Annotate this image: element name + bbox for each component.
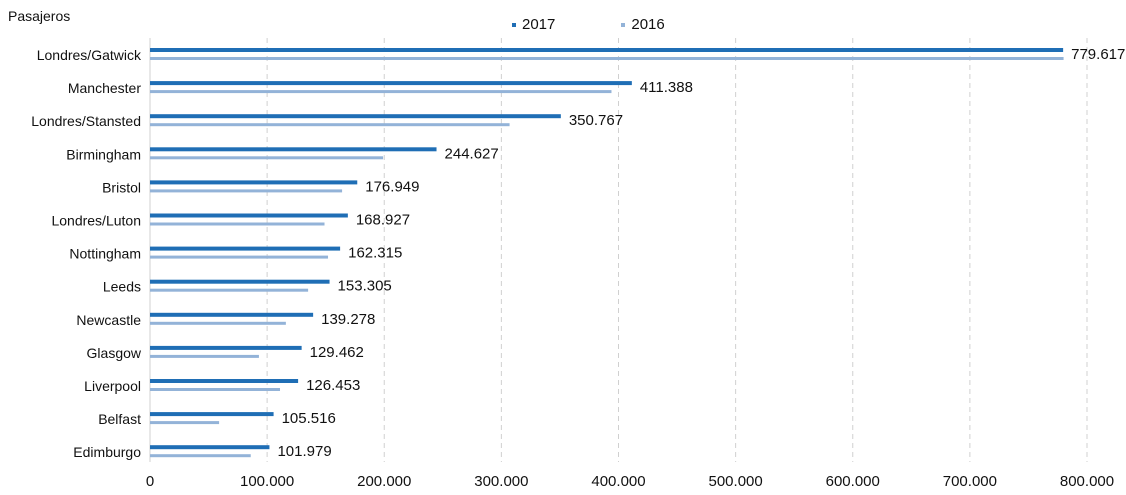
x-tick-label-7: 700.000 — [943, 473, 997, 490]
bar-2016-8 — [150, 321, 286, 325]
bar-2017-2 — [150, 114, 561, 119]
category-label-9: Glasgow — [87, 345, 142, 361]
legend-label-2017: 2017 — [522, 16, 556, 33]
x-tick-label-5: 500.000 — [709, 473, 763, 490]
data-label-2017-3: 244.627 — [445, 145, 499, 162]
bar-2017-3 — [150, 147, 437, 152]
category-label-3: Birmingham — [66, 146, 141, 162]
y-axis-title: Pasajeros — [8, 8, 71, 24]
data-label-2017-0: 779.617 — [1071, 46, 1125, 63]
data-label-2017-9: 129.462 — [310, 344, 364, 361]
bar-2017-11 — [150, 412, 274, 417]
category-label-1: Manchester — [68, 80, 141, 96]
legend-item-2017: 2017 — [512, 16, 555, 33]
bar-2016-12 — [150, 454, 251, 458]
bar-2017-9 — [150, 345, 302, 350]
bar-2016-5 — [150, 222, 325, 226]
x-tick-label-6: 600.000 — [826, 473, 880, 490]
x-tick-label-3: 300.000 — [474, 473, 528, 490]
category-label-10: Liverpool — [84, 378, 141, 394]
bar-2016-11 — [150, 421, 220, 425]
legend-item-2016: 2016 — [621, 16, 665, 33]
category-label-7: Leeds — [103, 279, 141, 295]
data-label-2017-5: 168.927 — [356, 212, 410, 229]
x-tick-label-2: 200.000 — [357, 473, 411, 490]
data-label-2017-4: 176.949 — [365, 178, 419, 195]
bar-2017-4 — [150, 180, 358, 185]
data-label-2017-6: 162.315 — [348, 245, 402, 262]
data-label-2017-7: 153.305 — [338, 278, 392, 295]
bar-2017-0 — [150, 48, 1064, 52]
category-label-8: Newcastle — [76, 312, 141, 328]
bar-2017-5 — [150, 213, 348, 218]
category-label-12: Edimburgo — [73, 444, 141, 460]
data-label-2017-2: 350.767 — [569, 112, 623, 129]
bar-2016-0 — [150, 57, 1064, 60]
data-label-2017-1: 411.388 — [640, 79, 693, 96]
data-label-2017-11: 105.516 — [282, 410, 336, 427]
x-tick-label-8: 800.000 — [1060, 473, 1114, 490]
bar-2017-7 — [150, 279, 330, 284]
bar-2017-10 — [150, 379, 299, 383]
bar-2016-6 — [150, 255, 329, 259]
bar-2016-4 — [150, 189, 343, 193]
category-label-5: Londres/Luton — [51, 213, 141, 229]
data-label-2017-10: 126.453 — [306, 377, 360, 394]
category-label-4: Bristol — [102, 179, 141, 195]
bar-2016-10 — [150, 388, 281, 391]
data-label-2017-8: 139.278 — [321, 311, 375, 328]
category-label-6: Nottingham — [69, 246, 141, 262]
legend-label-2016: 2016 — [631, 16, 665, 33]
legend-swatch-2016 — [621, 22, 626, 27]
x-tick-label-4: 400.000 — [591, 473, 645, 490]
bar-2016-9 — [150, 354, 259, 358]
x-tick-label-1: 100.000 — [240, 473, 294, 490]
bar-2017-1 — [150, 81, 632, 86]
bar-2017-6 — [150, 246, 341, 251]
bar-2017-8 — [150, 312, 314, 317]
x-tick-label-0: 0 — [146, 473, 154, 490]
legend-swatch-2017 — [512, 22, 516, 27]
legend: 2017 2016 — [512, 16, 731, 33]
category-label-2: Londres/Stansted — [31, 113, 141, 129]
bar-2016-3 — [150, 156, 384, 160]
bar-2016-7 — [150, 288, 309, 292]
bar-2017-12 — [150, 445, 270, 450]
category-label-0: Londres/Gatwick — [37, 47, 142, 63]
bar-2016-2 — [150, 123, 510, 127]
data-label-2017-12: 101.979 — [277, 443, 331, 460]
bar-2016-1 — [150, 90, 612, 94]
category-label-11: Belfast — [98, 411, 141, 427]
